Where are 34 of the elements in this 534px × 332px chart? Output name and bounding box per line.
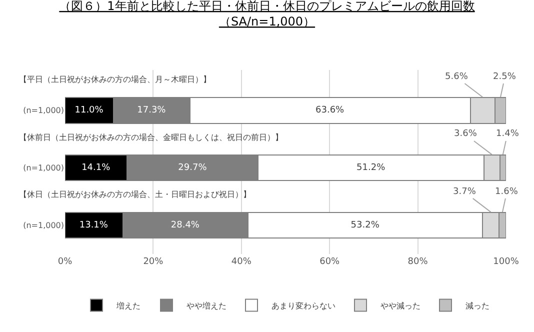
y-tick-label: (n=1,000): [23, 221, 64, 230]
data-label: 1.6%: [495, 187, 518, 197]
data-label: 3.7%: [453, 187, 476, 197]
y-tick-label: (n=1,000): [23, 106, 64, 116]
x-tick-label: 60%: [320, 257, 340, 267]
x-tick-label: 80%: [408, 257, 428, 267]
data-label: 53.2%: [350, 220, 380, 230]
x-tick-label: 40%: [231, 257, 252, 267]
annotation: 【休日（土日祝がお休みの方の場合、土・日曜日および祝日）】: [19, 190, 251, 199]
annotation: 【休前日（土日祝がお休みの方の場合、金曜日もしくは、祝日の前日）】: [19, 133, 283, 142]
data-label: 3.6%: [454, 129, 478, 139]
data-label: 13.1%: [79, 220, 108, 230]
data-label: 14.1%: [82, 162, 111, 173]
data-label: 2.5%: [493, 72, 516, 82]
annotation: 【平日（土日祝がお休みの方の場合、月～木曜日）】: [19, 75, 211, 84]
legend-label: やや増えた: [186, 301, 226, 310]
x-tick-label: 0%: [58, 257, 73, 267]
x-tick-label: 20%: [143, 257, 164, 267]
data-label: 1.4%: [496, 129, 520, 139]
legend-label: 増えた: [116, 301, 140, 310]
legend-label: やや減った: [380, 301, 420, 310]
legend-label: あまり変わらない: [272, 301, 336, 310]
data-label: 51.2%: [356, 162, 386, 173]
chart-subtitle: （SA/n=1,000）: [218, 14, 316, 29]
x-tick-label: 100%: [493, 257, 520, 267]
y-tick-label: (n=1,000): [23, 164, 64, 173]
data-label: 11.0%: [74, 105, 104, 116]
data-label: 5.6%: [445, 72, 468, 82]
data-label: 17.3%: [137, 105, 166, 116]
data-label: 63.6%: [316, 105, 345, 116]
chart-title: （図６）1年前と比較した平日・休前日・休日のプレミアムビールの飲用回数: [59, 0, 475, 13]
data-label: 29.7%: [178, 162, 208, 173]
legend-label: 減った: [466, 301, 490, 310]
data-label: 28.4%: [170, 220, 200, 230]
